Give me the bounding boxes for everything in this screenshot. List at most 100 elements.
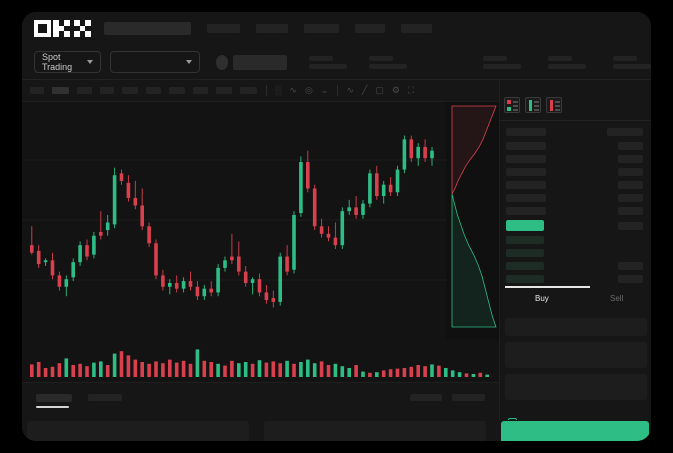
orderbook-divider <box>500 120 651 121</box>
bottom-tab-2[interactable] <box>88 394 122 401</box>
coin-avatar-icon <box>215 54 229 70</box>
bottom-tab-1[interactable] <box>36 394 72 402</box>
timeframe-button-2[interactable] <box>52 87 69 94</box>
chevron-down-icon <box>86 60 93 64</box>
logo-letter-x <box>74 20 93 37</box>
footer-card-2[interactable] <box>264 421 486 441</box>
orderbook-last-price <box>506 220 544 231</box>
orderbook-ask-amount <box>618 181 643 189</box>
drawing-tools-icon[interactable]: ╱ <box>361 85 368 95</box>
market-sub-header: Spot Trading <box>22 45 651 80</box>
footer-card-3-accent[interactable] <box>501 421 649 441</box>
bottom-tab-4[interactable] <box>452 394 485 401</box>
more-chevron-icon[interactable]: ⌄ <box>320 85 329 95</box>
tab-buy[interactable]: Buy <box>535 294 549 303</box>
nav-search-placeholder[interactable] <box>104 22 191 35</box>
timeframe-button-5[interactable] <box>122 87 138 94</box>
timeframe-button-1[interactable] <box>30 87 44 94</box>
market-depth-chart <box>446 102 499 339</box>
orderbook-ask-row[interactable] <box>506 155 546 163</box>
nav-item-2[interactable] <box>256 24 288 33</box>
orderbook-ask-row[interactable] <box>506 142 546 150</box>
nav-item-1[interactable] <box>207 24 240 33</box>
market-stat-5 <box>613 55 651 69</box>
orderbook-asks-icon[interactable] <box>546 97 562 113</box>
last-price-placeholder <box>233 54 287 70</box>
orderbook-ask-row[interactable] <box>506 181 546 189</box>
orderbook-bid-row[interactable] <box>506 262 544 270</box>
footer-bar <box>22 420 651 441</box>
orderbook-trade-panel: Buy Sell <box>499 80 651 441</box>
camera-icon[interactable]: ▢ <box>375 85 384 95</box>
trading-mode-select[interactable]: Spot Trading <box>34 51 101 73</box>
market-stat-1 <box>309 55 347 69</box>
orderbook-bid-row[interactable] <box>506 275 544 283</box>
timeframe-button-10[interactable] <box>240 87 257 94</box>
trading-mode-label: Spot Trading <box>42 52 73 72</box>
toolbar-divider <box>266 85 267 96</box>
orderbook-ask-row[interactable] <box>506 207 546 215</box>
app-screen: Spot Trading <box>22 12 651 441</box>
candlestick-chart[interactable] <box>22 102 499 339</box>
footer-card-1[interactable] <box>27 421 249 441</box>
orderbook-ask-amount <box>618 207 643 215</box>
orderbook-ask-amount <box>618 168 643 176</box>
fullscreen-icon[interactable]: ⛶ <box>407 85 415 95</box>
orderbook-price-column-header <box>506 128 546 136</box>
orderbook-bids-icon[interactable] <box>525 97 541 113</box>
bottom-tab-3[interactable] <box>410 394 442 401</box>
orderbook-mode-group <box>504 97 562 113</box>
orders-tab-bar <box>22 382 499 420</box>
timeframe-group <box>22 87 257 94</box>
trading-pair-select[interactable] <box>109 51 200 73</box>
nav-item-5[interactable] <box>401 24 432 33</box>
orderbook-bid-row[interactable] <box>506 249 544 257</box>
market-stat-4 <box>548 55 586 69</box>
line-chart-icon[interactable]: ∿ <box>346 85 354 95</box>
orderbook-ask-amount <box>618 155 643 163</box>
timeframe-button-3[interactable] <box>77 87 92 94</box>
orderbook-bid-amount <box>618 262 643 270</box>
chart-toolbar: ░ ∿ ◎ ⌄ ∿ ╱ ▢ ⚙ ⛶ <box>22 80 499 102</box>
orderbook-bid-amount <box>618 275 643 283</box>
nav-item-4[interactable] <box>355 24 385 33</box>
buy-tab-active-underline <box>505 286 590 288</box>
indicator-icon[interactable]: ∿ <box>289 85 297 95</box>
nav-item-3[interactable] <box>304 24 339 33</box>
orderbook-last-price-amount <box>618 222 643 230</box>
top-navigation-bar <box>22 12 651 45</box>
timeframe-button-4[interactable] <box>100 87 114 94</box>
toolbar-divider <box>337 85 339 96</box>
orderbook-ask-row[interactable] <box>506 168 546 176</box>
timeframe-button-7[interactable] <box>169 87 185 94</box>
volume-histogram <box>22 339 499 382</box>
candlestick-type-icon[interactable]: ░ <box>275 85 282 95</box>
orderbook-ask-row[interactable] <box>506 194 546 202</box>
orderbook-amount-column-header <box>607 128 643 136</box>
orderbook-bid-row[interactable] <box>506 236 544 244</box>
candlestick-svg <box>22 135 499 308</box>
orderbook-ask-amount <box>618 142 643 150</box>
market-stat-3 <box>483 55 521 69</box>
order-price-field[interactable] <box>505 342 647 368</box>
chevron-down-icon <box>185 60 192 64</box>
buy-sell-tab-bar: Buy Sell <box>500 286 651 312</box>
timeframe-button-9[interactable] <box>216 87 232 94</box>
order-amount-field[interactable] <box>505 374 647 400</box>
logo-letter-k <box>53 20 72 37</box>
tab-sell[interactable]: Sell <box>610 294 624 303</box>
market-stat-2 <box>369 55 407 69</box>
chart-tool-group: ░ ∿ ◎ ⌄ ∿ ╱ ▢ ⚙ ⛶ <box>267 85 414 96</box>
volume-svg <box>30 349 489 377</box>
okx-logo-icon[interactable] <box>34 20 93 37</box>
order-type-field[interactable] <box>505 318 647 336</box>
settings-gear-icon[interactable]: ⚙ <box>391 85 400 95</box>
logo-letter-o <box>34 20 51 37</box>
orderbook-ask-amount <box>618 194 643 202</box>
timeframe-button-8[interactable] <box>193 87 208 94</box>
orderbook-both-icon[interactable] <box>504 97 520 113</box>
timeframe-button-6[interactable] <box>146 87 161 94</box>
compare-icon[interactable]: ◎ <box>304 85 313 95</box>
bottom-tab-active-underline <box>36 406 69 408</box>
